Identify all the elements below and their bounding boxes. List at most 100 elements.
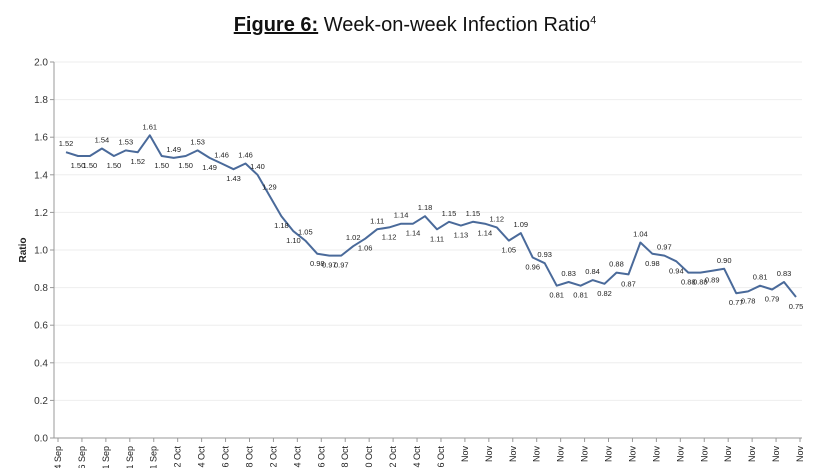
data-label: 0.88 [693, 278, 708, 287]
data-label: 0.88 [681, 278, 696, 287]
x-tick-label: 8 Oct [244, 446, 254, 468]
data-label: 0.83 [777, 269, 792, 278]
data-label: 1.29 [262, 182, 277, 191]
gridlines [54, 61, 802, 439]
data-label: 1.52 [59, 139, 74, 148]
data-label: 0.82 [597, 289, 612, 298]
data-label: 1.50 [71, 161, 86, 170]
data-label: 0.78 [741, 296, 756, 305]
data-label: 0.83 [561, 269, 576, 278]
y-tick-label: 1.8 [34, 95, 48, 106]
x-tick-label: 4 Oct [197, 446, 207, 468]
x-tick-label: Nov [532, 446, 542, 463]
x-tick-label: 0 Oct [364, 446, 374, 468]
x-tick-label: Nov [771, 446, 781, 463]
data-label: 0.94 [669, 266, 684, 275]
data-label: 0.96 [525, 263, 540, 272]
x-tick-label: Nov [508, 446, 518, 463]
y-tick-label: 1.4 [34, 170, 48, 181]
data-label: 1.09 [513, 220, 528, 229]
data-label: 1.18 [418, 203, 433, 212]
x-tick-label: 1 Sep [101, 446, 111, 468]
data-label: 0.81 [573, 291, 588, 300]
data-label: 0.98 [310, 259, 325, 268]
x-tick-label: 1 Sep [149, 446, 159, 468]
x-tick-label: Nov [795, 446, 805, 463]
data-label: 1.53 [190, 137, 205, 146]
x-tick-label: 6 Oct [316, 446, 326, 468]
x-tick-label: Nov [675, 446, 685, 463]
x-tick-label: 1 Sep [125, 446, 135, 468]
x-tick-label: 2 Oct [388, 446, 398, 468]
figure-title: Week-on-week Infection Ratio [318, 14, 591, 36]
data-label: 1.46 [214, 151, 229, 160]
y-tick-label: 0.0 [34, 434, 48, 445]
footnote-marker: 4 [590, 14, 597, 27]
data-label: 1.05 [501, 246, 516, 255]
y-tick-label: 1.2 [34, 208, 48, 219]
x-tick-label: 4 Oct [292, 446, 302, 468]
x-tick-label: 2 Oct [173, 446, 183, 468]
data-label: 1.43 [226, 174, 241, 183]
x-tick-label: Nov [699, 446, 709, 463]
data-label: 0.97 [322, 261, 337, 270]
x-tick-label: 6 Sep [77, 446, 87, 468]
y-tick-label: 0.6 [34, 321, 48, 332]
data-label: 1.06 [358, 244, 373, 253]
data-label: 1.05 [298, 228, 313, 237]
data-label: 1.12 [490, 214, 505, 223]
x-tick-label: Nov [651, 446, 661, 463]
data-label: 1.18 [274, 221, 289, 230]
data-label: 1.40 [250, 162, 265, 171]
data-label: 0.88 [609, 260, 624, 269]
data-label: 1.13 [454, 231, 469, 240]
data-labels: 1.521.501.501.541.501.531.521.611.501.49… [59, 122, 804, 311]
data-label: 1.46 [238, 151, 253, 160]
data-label: 1.52 [130, 157, 145, 166]
data-label: 1.50 [107, 161, 122, 170]
data-label: 1.50 [83, 161, 98, 170]
data-label: 0.81 [753, 273, 768, 282]
data-label: 1.50 [178, 161, 193, 170]
x-tick-label: 4 Sep [53, 446, 63, 468]
x-tick-label: Nov [627, 446, 637, 463]
y-tick-label: 2.0 [34, 58, 48, 69]
x-tick-label: 2 Oct [268, 446, 278, 468]
data-label: 1.61 [142, 122, 157, 131]
y-tick-label: 0.8 [34, 283, 48, 294]
data-label: 1.54 [95, 135, 110, 144]
x-tick-label: Nov [747, 446, 757, 463]
data-label: 0.81 [549, 291, 564, 300]
x-tick-label: 6 Oct [436, 446, 446, 468]
data-label: 1.50 [154, 161, 169, 170]
x-tick-label: Nov [484, 446, 494, 463]
series-line [65, 134, 797, 298]
data-label: 1.11 [370, 216, 384, 225]
data-label: 0.87 [621, 279, 636, 288]
x-tick-label: Nov [604, 446, 614, 463]
y-axis-label: Ratio [18, 238, 29, 263]
data-label: 1.14 [406, 229, 421, 238]
x-tick-label: Nov [556, 446, 566, 463]
data-label: 1.14 [478, 229, 493, 238]
data-label: 1.12 [382, 232, 397, 241]
data-label: 1.14 [394, 211, 409, 220]
data-label: 1.53 [119, 137, 134, 146]
y-tick-label: 1.0 [34, 246, 48, 257]
data-label: 1.49 [202, 163, 217, 172]
y-tick-label: 0.4 [34, 358, 48, 369]
data-label: 0.98 [645, 259, 660, 268]
y-tick-label: 0.2 [34, 396, 48, 407]
data-label: 0.97 [657, 243, 672, 252]
data-label: 1.11 [430, 234, 444, 243]
x-tick-label: Nov [580, 446, 590, 463]
data-label: 0.79 [765, 294, 780, 303]
x-tick-label: 8 Oct [340, 446, 350, 468]
data-label: 1.15 [466, 209, 481, 218]
x-tick-label: Nov [723, 446, 733, 463]
chart-title: Figure 6: Week-on-week Infection Ratio4 [0, 14, 830, 37]
figure-number: Figure 6: [233, 14, 319, 36]
data-label: 1.04 [633, 229, 648, 238]
data-label: 0.93 [537, 250, 552, 259]
